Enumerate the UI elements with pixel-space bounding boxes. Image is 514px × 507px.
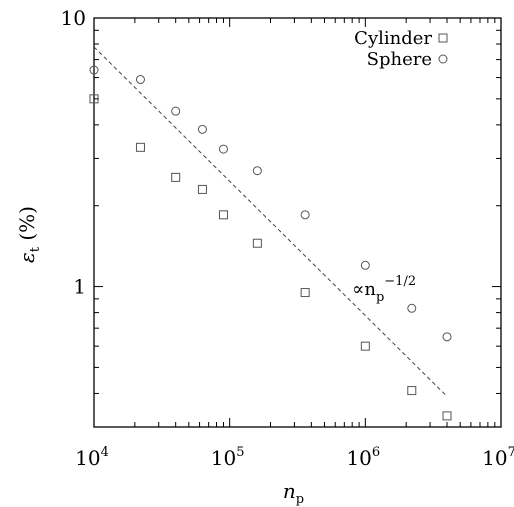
sphere-point — [197, 124, 207, 134]
sphere-point — [171, 106, 181, 116]
cylinder-point — [360, 341, 370, 351]
sphere-point — [218, 144, 228, 154]
legend-label-cylinder: Cylinder — [354, 28, 432, 49]
reference-line — [93, 46, 448, 397]
y-tick-label: 10 — [61, 6, 86, 30]
x-tick-label: 106 — [346, 445, 380, 470]
cylinder-point — [135, 142, 145, 152]
legend-label-sphere: Sphere — [367, 49, 432, 70]
cylinder-point — [171, 172, 181, 182]
sphere-point — [300, 210, 310, 220]
y-axis-label: εt (%) — [15, 206, 43, 263]
y-tick-label: 1 — [73, 275, 86, 299]
x-axis-label: np — [283, 479, 304, 507]
legend-marker-cylinder — [438, 33, 448, 43]
x-tick-label: 105 — [211, 445, 245, 470]
cylinder-point — [218, 210, 228, 220]
legend-marker-sphere — [438, 54, 448, 64]
sphere-point — [407, 303, 417, 313]
sphere-point — [89, 65, 99, 75]
x-tick-label: 104 — [75, 445, 109, 470]
sphere-point — [135, 75, 145, 85]
x-tick-label: 107 — [482, 445, 514, 470]
cylinder-point — [252, 238, 262, 248]
plot-frame — [93, 17, 502, 428]
cylinder-point — [407, 386, 417, 396]
cylinder-point — [89, 94, 99, 104]
sphere-point — [442, 332, 452, 342]
cylinder-point — [197, 184, 207, 194]
reference-line-label: ∝np−1/2 — [352, 274, 416, 305]
sphere-point — [360, 260, 370, 270]
sphere-point — [252, 166, 262, 176]
cylinder-point — [300, 288, 310, 298]
cylinder-point — [442, 411, 452, 421]
